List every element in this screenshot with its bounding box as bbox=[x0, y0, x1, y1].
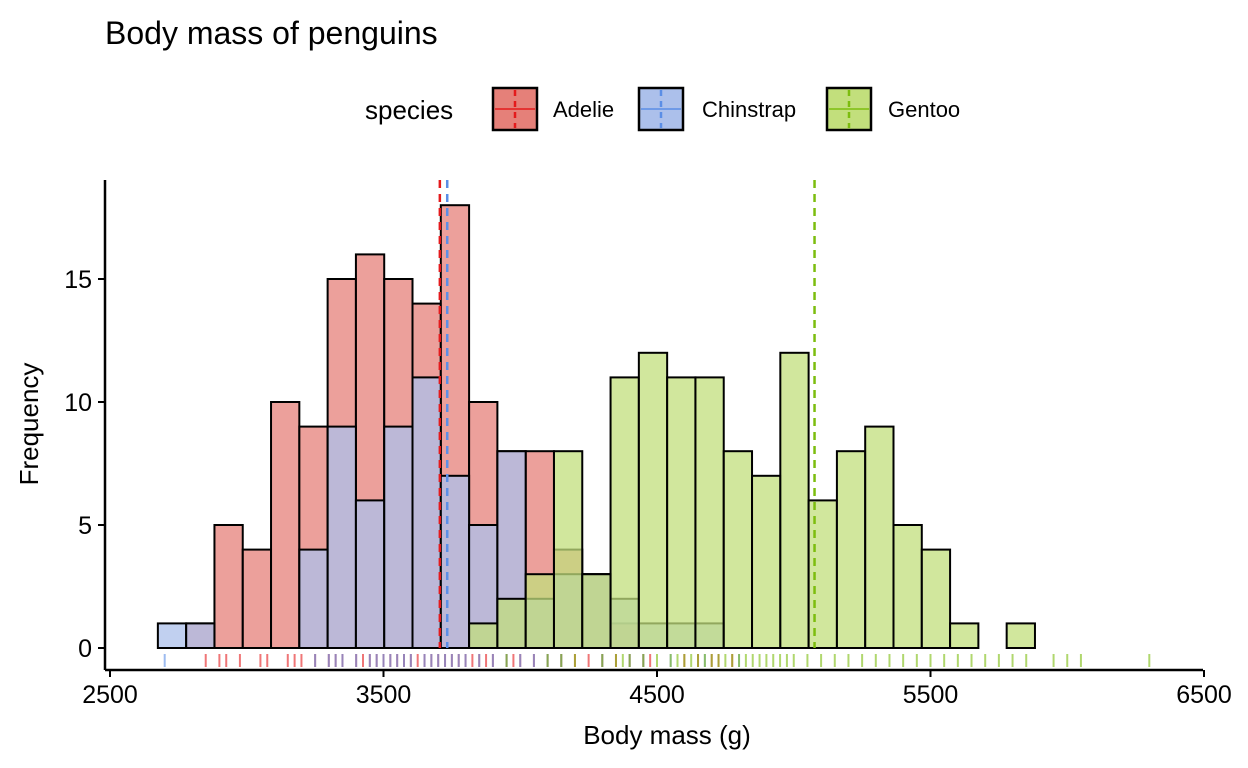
bar-adelie bbox=[241, 548, 273, 649]
bar-gentoo bbox=[637, 351, 669, 649]
bar-adelie bbox=[213, 524, 244, 649]
bar-gentoo bbox=[694, 376, 725, 649]
bar-gentoo bbox=[1005, 622, 1036, 650]
x-axis-label: Body mass (g) bbox=[583, 720, 751, 750]
bar-gentoo bbox=[722, 450, 754, 650]
bar-gentoo bbox=[779, 351, 810, 649]
y-tick-label: 10 bbox=[64, 389, 92, 417]
bar-gentoo bbox=[496, 597, 527, 649]
y-tick-label: 5 bbox=[78, 512, 92, 540]
bar-chinstrap bbox=[411, 376, 442, 649]
bar-chinstrap bbox=[298, 548, 329, 649]
bar-gentoo bbox=[864, 425, 895, 649]
bar-gentoo bbox=[609, 376, 640, 649]
bar-gentoo bbox=[552, 450, 584, 650]
bar-chinstrap bbox=[185, 622, 216, 650]
bar-gentoo bbox=[524, 573, 555, 650]
bar-chinstrap bbox=[383, 425, 414, 649]
bar-chinstrap bbox=[156, 622, 188, 650]
legend-label-gentoo: Gentoo bbox=[888, 97, 960, 122]
bar-gentoo bbox=[581, 573, 612, 650]
x-tick-label: 5500 bbox=[903, 681, 959, 709]
bar-gentoo bbox=[892, 524, 923, 649]
legend-label-chinstrap: Chinstrap bbox=[702, 97, 796, 122]
bar-gentoo bbox=[468, 622, 499, 650]
y-tick-label: 15 bbox=[64, 266, 92, 294]
bar-chinstrap bbox=[326, 425, 357, 649]
legend: species Adelie Chinstrap Gentoo bbox=[365, 86, 960, 132]
bar-gentoo bbox=[807, 499, 838, 649]
y-axis-label: Frequency bbox=[14, 363, 44, 486]
bar-gentoo bbox=[751, 474, 782, 649]
x-tick-label: 6500 bbox=[1176, 681, 1232, 709]
x-tick-label: 3500 bbox=[356, 681, 412, 709]
legend-title: species bbox=[365, 95, 453, 125]
bar-chinstrap bbox=[354, 499, 386, 649]
x-tick-label: 4500 bbox=[629, 681, 685, 709]
chart-title: Body mass of penguins bbox=[105, 15, 438, 51]
bar-gentoo bbox=[666, 376, 697, 649]
legend-label-adelie: Adelie bbox=[553, 97, 614, 122]
x-tick-label: 2500 bbox=[82, 681, 138, 709]
bar-gentoo bbox=[920, 548, 952, 649]
bar-gentoo bbox=[835, 450, 867, 650]
plot-area bbox=[156, 180, 1151, 667]
bar-gentoo bbox=[949, 622, 980, 650]
y-tick-label: 0 bbox=[78, 635, 92, 663]
bar-chinstrap bbox=[439, 474, 471, 649]
bar-adelie bbox=[270, 401, 301, 649]
axes: 2500 3500 4500 5500 6500 0 5 10 15 bbox=[64, 180, 1232, 709]
